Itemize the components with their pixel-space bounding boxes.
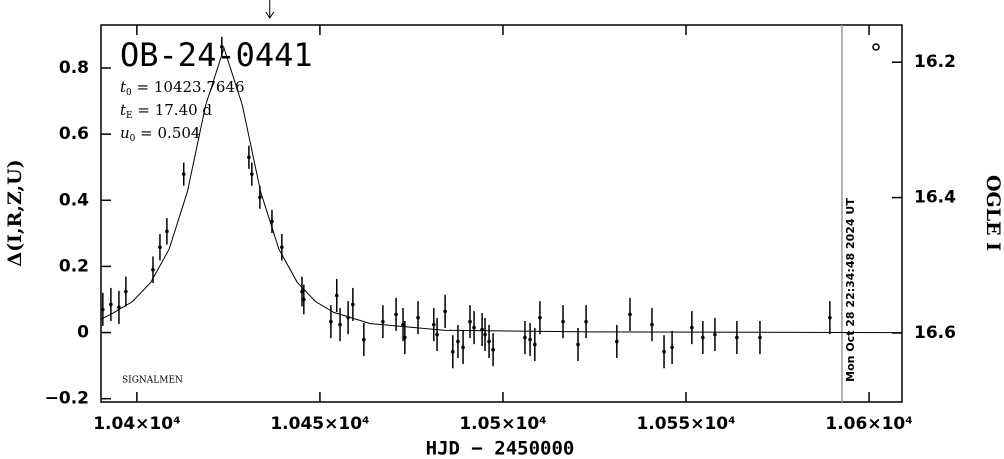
credit: SIGNALMEN <box>122 376 183 386</box>
data-point <box>280 245 284 250</box>
x-tick-label: 1.05×10⁴ <box>459 414 546 434</box>
data-point <box>443 309 447 314</box>
y2-tick-label: 16.4 <box>914 188 956 208</box>
data-point <box>329 319 333 324</box>
data-point <box>247 155 251 160</box>
data-point <box>109 302 113 307</box>
y-tick-label: 0.6 <box>59 124 89 144</box>
param-symbol: t <box>120 78 127 96</box>
data-point <box>713 332 717 337</box>
data-point <box>735 335 739 340</box>
param-symbol: t <box>120 101 127 119</box>
data-point <box>435 332 439 337</box>
plot-frame <box>100 24 903 403</box>
timestamp: Mon Oct 28 22:34:48 2024 UT <box>844 198 857 382</box>
data-point <box>483 332 487 337</box>
data-point <box>351 302 355 307</box>
data-point <box>828 315 832 320</box>
data-point <box>158 245 162 250</box>
param-value: = 0.504 <box>135 124 200 142</box>
data-point <box>362 337 366 342</box>
x-axis-label: HJD − 2450000 <box>426 438 575 459</box>
data-point <box>487 339 491 344</box>
data-point <box>461 345 465 350</box>
data-point <box>181 172 186 176</box>
data-point <box>302 297 306 302</box>
data-point <box>561 319 565 324</box>
data-point <box>334 293 339 298</box>
y-tick-label: 0.8 <box>59 58 89 78</box>
data-point <box>338 322 342 327</box>
data-point <box>662 349 666 354</box>
data-point <box>615 339 619 344</box>
data-point <box>523 335 527 340</box>
data-point <box>584 319 588 324</box>
param-subscript: E <box>126 111 133 121</box>
param-symbol: u <box>120 124 130 142</box>
y-tick-label: 0.4 <box>59 190 89 210</box>
chart-title: OB-24-0441 <box>120 36 313 74</box>
fit-parameter: u0 = 0.504 <box>120 124 200 144</box>
data-point <box>480 327 484 332</box>
data-point <box>670 345 674 350</box>
data-point <box>416 315 420 320</box>
data-point <box>528 337 532 342</box>
param-subscript: 0 <box>130 134 136 144</box>
data-point <box>690 325 694 330</box>
y-axis-label: Δ(I,R,Z,U) <box>4 159 26 266</box>
param-value: = 17.40 d <box>133 101 213 119</box>
data-point <box>124 289 128 294</box>
data-point <box>468 319 472 324</box>
data-point <box>258 195 262 200</box>
y-tick-label: 0 <box>77 323 89 343</box>
data-point <box>491 347 495 352</box>
y2-tick-label: 16.6 <box>914 323 956 343</box>
x-tick-label: 1.06×10⁴ <box>825 414 912 434</box>
data-point <box>300 289 304 294</box>
data-point <box>456 339 460 344</box>
data-point <box>538 315 542 320</box>
param-value: = 10423.7646 <box>132 78 245 96</box>
data-point <box>101 307 105 312</box>
y2-tick-label: 16.2 <box>914 52 956 72</box>
legend-symbol <box>872 43 880 51</box>
data-point <box>401 322 405 327</box>
data-point <box>650 322 654 327</box>
data-point <box>165 229 169 234</box>
arrow-marker <box>265 0 275 19</box>
data-point <box>758 335 762 340</box>
data-point <box>346 315 350 320</box>
y2-axis-label: OGLE I <box>982 175 1004 251</box>
data-point <box>250 172 254 176</box>
fit-parameter: tE = 17.40 d <box>120 101 212 121</box>
data-point <box>270 219 274 224</box>
data-point <box>576 342 580 347</box>
param-subscript: 0 <box>126 88 132 98</box>
data-point <box>533 342 537 347</box>
data-point <box>472 325 476 330</box>
data-point <box>220 45 224 49</box>
y-tick-label: −0.2 <box>45 389 89 409</box>
x-tick-label: 1.055×10⁴ <box>636 414 735 434</box>
data-point <box>701 335 705 340</box>
x-tick-label: 1.04×10⁴ <box>93 414 180 434</box>
data-point <box>151 267 155 272</box>
data-point <box>403 335 407 340</box>
x-tick-label: 1.045×10⁴ <box>270 414 369 434</box>
data-point <box>394 312 398 317</box>
data-point <box>431 322 436 327</box>
data-point <box>628 312 632 317</box>
fit-parameter: t0 = 10423.7646 <box>120 78 245 98</box>
data-point <box>451 349 455 354</box>
data-point <box>381 319 385 324</box>
data-point <box>117 305 121 310</box>
y-tick-label: 0.2 <box>59 256 89 276</box>
